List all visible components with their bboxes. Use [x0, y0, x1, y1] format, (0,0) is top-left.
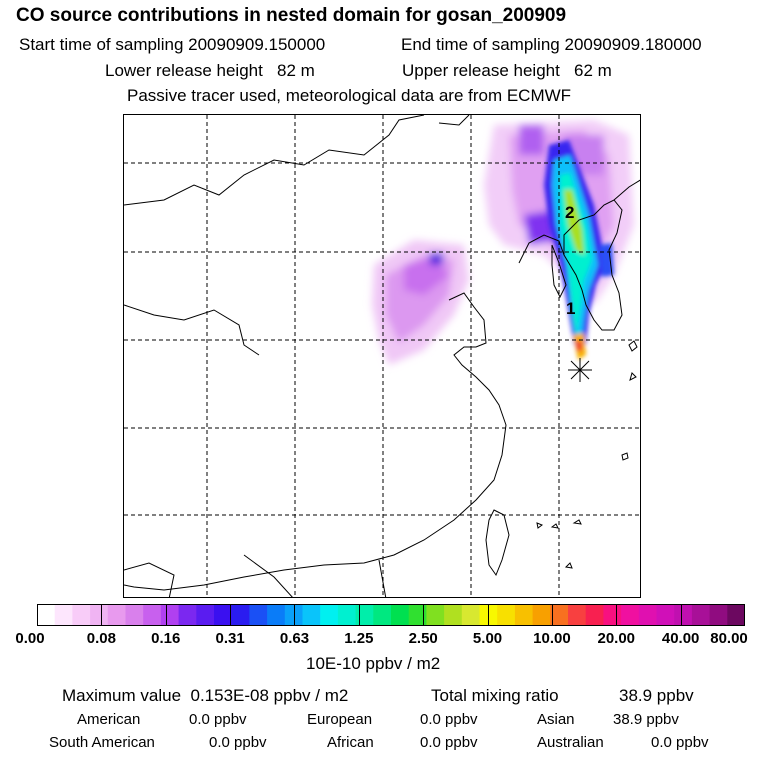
australian-value: 0.0 ppbv — [651, 734, 709, 751]
south-american-value: 0.0 ppbv — [209, 734, 267, 751]
colorbar-cell — [302, 604, 321, 626]
lat-lon-grid — [124, 115, 640, 597]
colorbar-cell — [373, 604, 392, 626]
colorbar-cell — [231, 604, 250, 626]
total-mixing-label: Total mixing ratio — [431, 686, 559, 705]
colorbar-cell — [727, 604, 745, 626]
asian-value: 38.9 ppbv — [613, 711, 679, 728]
colorbar-cell — [444, 604, 463, 626]
colorbar-cell — [461, 604, 481, 626]
lower-release-label: Lower release height — [105, 61, 263, 80]
colorbar-tick-label: 80.00 — [710, 630, 748, 647]
start-time: Start time of sampling 20090909.150000 — [19, 35, 325, 55]
colorbar-unit: 10E-10 ppbv / m2 — [306, 654, 441, 673]
total-mixing-value: 38.9 ppbv — [619, 686, 694, 705]
colorbar-cell — [125, 604, 144, 626]
african-label: African — [327, 734, 374, 751]
colorbar-cell — [107, 604, 127, 626]
colorbar-cell — [320, 604, 339, 626]
max-value-line: Maximum value 0.153E-08 ppbv / m2 — [62, 686, 348, 706]
tracer-note: Passive tracer used, meteorological data… — [127, 86, 572, 105]
upper-release-value: 62 m — [574, 61, 612, 80]
colorbar-tick-label: 0.08 — [86, 630, 116, 647]
colorbar-cell — [196, 604, 215, 626]
figure-title: CO source contributions in nested domain… — [16, 5, 567, 26]
colorbar-cell — [143, 604, 162, 626]
colorbar-cell — [603, 604, 622, 626]
colorbar-tick-label: 5.00 — [472, 630, 503, 647]
colorbar-cell — [532, 604, 551, 626]
south-american-label: South American — [49, 734, 155, 751]
colorbar-cell — [691, 604, 711, 626]
colorbar-tick-label: 20.00 — [597, 630, 636, 647]
european-label: European — [307, 711, 373, 728]
colorbar-cell — [656, 604, 675, 626]
colorbar-cell — [337, 604, 357, 626]
australian-label: Australian — [537, 734, 604, 751]
colorbar-cell — [621, 604, 640, 626]
concentration-map: 2 1 — [123, 114, 641, 598]
end-time-label: End time of sampling — [401, 35, 560, 54]
colorbar-cell — [709, 604, 728, 626]
colorbar-cell — [391, 604, 410, 626]
colorbar-cell — [568, 604, 587, 626]
colorbar-cell — [638, 604, 658, 626]
max-value: 0.153E-08 ppbv / m2 — [190, 686, 349, 705]
lower-release-value: 82 m — [277, 61, 315, 80]
colorbar-cell — [37, 604, 56, 626]
trajectory-marker-1: 1 — [566, 299, 575, 318]
colorbar-cell — [214, 604, 233, 626]
plume-west — [372, 240, 469, 365]
american-label: American — [77, 711, 141, 728]
colorbar-tick-label: 1.25 — [344, 630, 374, 647]
colorbar-cell — [284, 604, 304, 626]
end-time-value: 20090909.180000 — [564, 35, 702, 54]
colorbar-cell — [267, 604, 286, 626]
colorbar-tick-label: 10.00 — [533, 630, 571, 647]
colorbar-tick-label: 0.16 — [151, 630, 181, 647]
colorbar-cell — [550, 604, 569, 626]
colorbar-cell — [585, 604, 604, 626]
colorbar-cell — [674, 604, 693, 626]
colorbar-cell — [426, 604, 445, 626]
receptor-star-icon — [568, 358, 592, 382]
american-value: 0.0 ppbv — [189, 711, 247, 728]
total-mixing-line: Total mixing ratio — [431, 686, 559, 706]
colorbar-tick-label: 0.63 — [279, 630, 310, 647]
end-time: End time of sampling 20090909.180000 — [401, 35, 702, 55]
upper-release-label: Upper release height — [402, 61, 560, 80]
colorbar-cell — [355, 604, 374, 626]
colorbar-tick-label: 40.00 — [661, 630, 700, 647]
colorbar-cell — [178, 604, 197, 626]
start-time-label: Start time of sampling — [19, 35, 184, 54]
asian-label: Asian — [537, 711, 575, 728]
colorbar-cell — [90, 604, 109, 626]
colorbar-cell — [160, 604, 180, 626]
upper-release-height: Upper release height 62 m — [402, 61, 612, 81]
colorbar-cell — [54, 604, 73, 626]
lower-release-height: Lower release height 82 m — [105, 61, 315, 81]
colorbar-tick-label: 0.00 — [15, 630, 45, 647]
trajectory-marker-2: 2 — [565, 203, 574, 222]
coastlines — [124, 115, 640, 597]
start-time-value: 20090909.150000 — [188, 35, 326, 54]
colorbar-cell — [408, 604, 427, 626]
max-value-label: Maximum value — [62, 686, 182, 705]
colorbar-cell — [514, 604, 534, 626]
colorbar-cell — [249, 604, 268, 626]
colorbar-tick-label: 2.50 — [408, 630, 438, 647]
map-canvas: 2 1 — [124, 115, 640, 597]
colorbar-tick-label: 0.31 — [215, 630, 245, 647]
european-value: 0.0 ppbv — [420, 711, 478, 728]
colorbar-border — [37, 604, 745, 626]
colorbar-cell — [497, 604, 516, 626]
african-value: 0.0 ppbv — [420, 734, 478, 751]
colorbar — [37, 604, 745, 626]
colorbar-cell — [72, 604, 91, 626]
